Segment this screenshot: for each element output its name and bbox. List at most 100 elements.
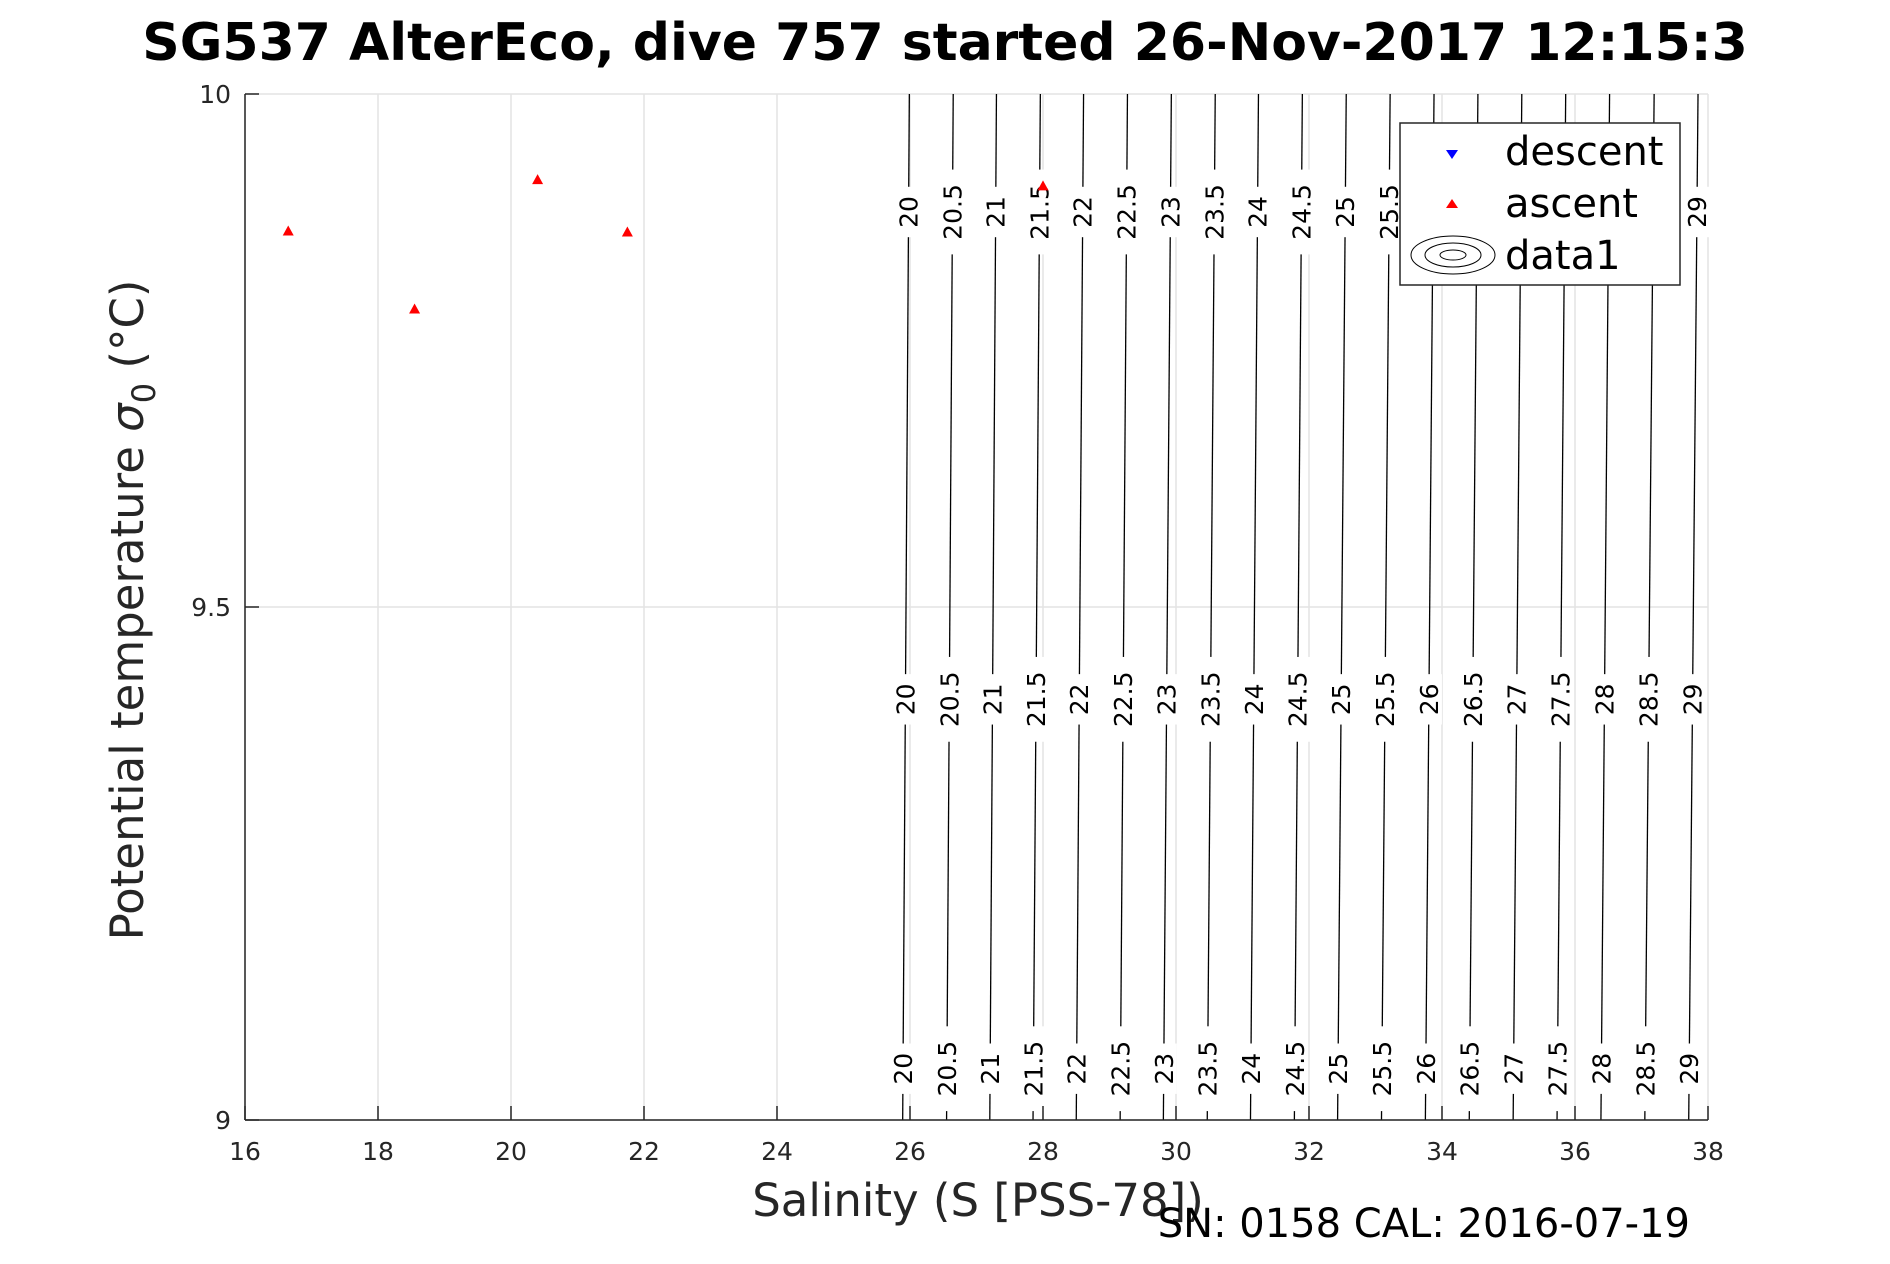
- contour-label-gap: [933, 1026, 960, 1112]
- serial-calibration-annotation: SN: 0158 CAL: 2016-07-19: [1158, 1201, 1690, 1247]
- contour-label-gap: [1415, 674, 1442, 725]
- y-tick-label: 10: [199, 80, 231, 109]
- contour-label-gap: [1020, 1026, 1047, 1112]
- contour-label-gap: [1194, 1026, 1221, 1112]
- contour-label-gap: [1284, 656, 1311, 742]
- contour-label-gap: [1244, 186, 1271, 238]
- contour-line: [1162, 93, 1172, 1121]
- contour-label: 21.5: [1022, 672, 1051, 728]
- contour-label-gap: [1063, 1043, 1090, 1094]
- contour-label-gap: [1544, 1026, 1571, 1112]
- legend: descent ascent data1: [1399, 122, 1681, 286]
- contour-label: 23: [1156, 196, 1185, 228]
- contour-label: 25: [1327, 683, 1356, 715]
- y-tick-label: 9.5: [191, 593, 231, 622]
- contour-label-gap: [1110, 656, 1137, 742]
- contour-label: 23.5: [1197, 672, 1226, 728]
- contour-label-gap: [890, 1043, 917, 1094]
- contour-label-gap: [1547, 656, 1574, 742]
- contour-label: 27: [1500, 1053, 1529, 1085]
- contour-label: 24: [1237, 1053, 1266, 1085]
- y-axis-label-sigma: σ: [101, 402, 154, 432]
- contour-label-gap: [1588, 1043, 1615, 1094]
- x-tick-label: 34: [1426, 1137, 1458, 1166]
- contour-label: 26.5: [1459, 672, 1488, 728]
- contour-line: [1688, 93, 1699, 1121]
- legend-data1-label: data1: [1505, 233, 1621, 279]
- contour-label: 25: [1324, 1053, 1353, 1085]
- x-tick-label: 24: [761, 1137, 793, 1166]
- contour-label: 22.5: [1109, 672, 1138, 728]
- contour-label-gap: [1459, 656, 1486, 742]
- contour-label: 20.5: [935, 672, 964, 728]
- contour-label-gap: [1376, 169, 1403, 255]
- contour-line: [1249, 93, 1260, 1121]
- contour-label: 28.5: [1635, 672, 1664, 728]
- contour-label: 22: [1063, 1053, 1092, 1085]
- contour-label: 22: [1065, 683, 1094, 715]
- legend-contour-icon: [1410, 235, 1496, 275]
- contour-label-gap: [1281, 1026, 1308, 1112]
- ascent-point: [409, 303, 421, 314]
- contour-label: 22.5: [1113, 184, 1142, 240]
- contour-label-gap: [977, 1043, 1004, 1094]
- contour-label: 26: [1415, 683, 1444, 715]
- contour-label-gap: [1240, 674, 1267, 725]
- contour-label: 27: [1503, 683, 1532, 715]
- contour-label-gap: [1197, 656, 1224, 742]
- contour-label: 28: [1590, 683, 1619, 715]
- contour-label-gap: [1332, 186, 1359, 238]
- contour-label: 21: [982, 196, 1011, 228]
- contour-label-gap: [982, 186, 1009, 238]
- contour-line: [1336, 93, 1347, 1121]
- contour-label-gap: [1325, 1043, 1352, 1094]
- contour-label: 21: [976, 1053, 1005, 1085]
- contour-label-gap: [1456, 1026, 1483, 1112]
- contour-label: 28: [1587, 1053, 1616, 1085]
- x-tick-label: 20: [495, 1137, 527, 1166]
- contour-label-gap: [939, 169, 966, 255]
- contour-label: 27.5: [1547, 672, 1576, 728]
- contour-label-gap: [1503, 674, 1530, 725]
- contour-label: 28.5: [1631, 1041, 1660, 1097]
- contour-label-gap: [1237, 1043, 1264, 1094]
- contour-label: 29: [1679, 683, 1708, 715]
- contour-label: 21: [979, 683, 1008, 715]
- x-tick-label: 38: [1692, 1137, 1724, 1166]
- contour-line: [1380, 93, 1391, 1121]
- legend-descent-marker: [1446, 150, 1458, 159]
- contour-line: [989, 93, 998, 1121]
- contour-label-gap: [895, 186, 922, 238]
- ascent-point: [1037, 180, 1049, 191]
- contour-line: [902, 93, 910, 1121]
- contour-label: 21.5: [1019, 1041, 1048, 1097]
- ascent-point: [532, 174, 544, 185]
- x-tick-label: 16: [229, 1137, 261, 1166]
- legend-ascent-label: ascent: [1505, 181, 1638, 227]
- contour-label-gap: [1372, 656, 1399, 742]
- chart-title: SG537 AlterEco, dive 757 started 26-Nov-…: [142, 13, 1748, 73]
- contour-label: 23: [1150, 1053, 1179, 1085]
- contour-label: 25: [1331, 196, 1360, 228]
- contour-label: 25.5: [1371, 672, 1400, 728]
- contour-label-gap: [1150, 1043, 1177, 1094]
- contour-label-gap: [1412, 1043, 1439, 1094]
- contour-label-gap: [1288, 169, 1315, 255]
- contour-label: 23.5: [1200, 184, 1229, 240]
- data-points: [282, 174, 1049, 314]
- contour-label-gap: [979, 674, 1006, 725]
- contour-label: 20: [889, 1053, 918, 1085]
- contour-label: 24.5: [1281, 1041, 1310, 1097]
- contour-label: 23.5: [1194, 1041, 1223, 1097]
- contour-label-gap: [1107, 1026, 1134, 1112]
- x-tick-label: 32: [1293, 1137, 1325, 1166]
- ascent-point: [282, 225, 294, 236]
- legend-descent-label: descent: [1505, 129, 1663, 175]
- contour-line: [1119, 93, 1129, 1121]
- contour-label: 20: [895, 196, 924, 228]
- contour-label-gap: [1679, 674, 1706, 725]
- contour-label: 20: [891, 683, 920, 715]
- y-axis-label-unit: (°C): [101, 280, 154, 383]
